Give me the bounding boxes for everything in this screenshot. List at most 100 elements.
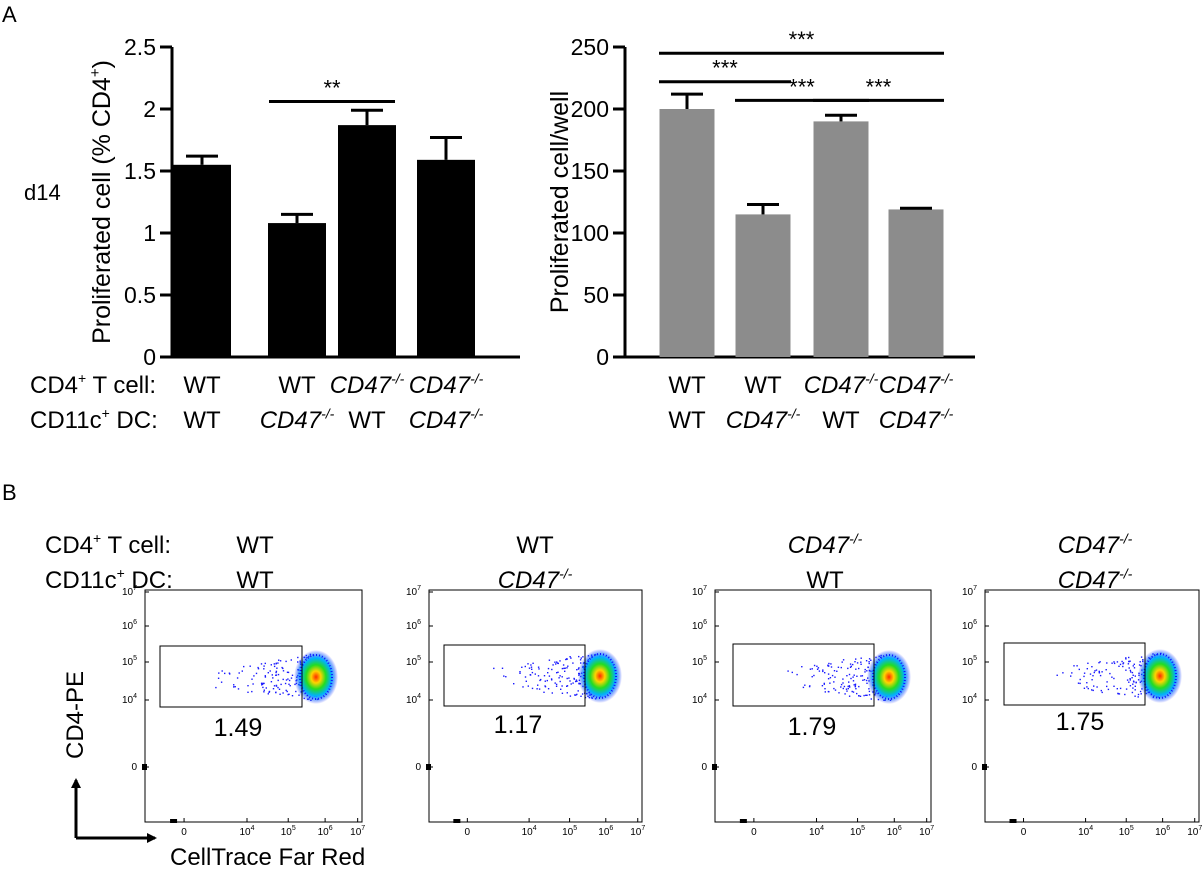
flow-event-dot xyxy=(1131,677,1133,679)
flow-event-dot xyxy=(1116,661,1119,663)
flow-event-dot xyxy=(854,661,856,663)
flow-y-tick-label: 104 xyxy=(122,693,137,706)
cd11c-dc-row-label: CD11c+ DC: xyxy=(30,405,158,434)
flow-x-tick-label: 105 xyxy=(1119,825,1134,838)
flow-event-dot xyxy=(1093,685,1095,687)
flow-x-tick-label: 104 xyxy=(239,825,254,838)
cd4-t-cell-row-label: CD4+ T cell: xyxy=(30,370,156,399)
flow-y-tick-label: 105 xyxy=(122,655,137,668)
flow-event-dot xyxy=(1131,691,1134,694)
flow-event-dot xyxy=(1091,666,1093,668)
flow-event-dot xyxy=(290,659,292,661)
flow-event-dot xyxy=(578,655,580,658)
flow-event-dot xyxy=(275,674,278,676)
right-dc-genotype: CD47-/- xyxy=(726,405,801,434)
flow-event-dot xyxy=(1113,662,1116,665)
flow-x-tick-label: 106 xyxy=(318,825,333,838)
flow-event-dot xyxy=(848,673,851,676)
flow-event-dot xyxy=(845,688,848,690)
flow-plot-4: 107 106 105 104 0 0 104 105 106 107 1.75 xyxy=(962,585,1202,838)
right-tcell-genotype: WT xyxy=(744,372,782,399)
flow-event-dot xyxy=(848,695,851,697)
flow-event-dot xyxy=(567,665,569,667)
flow-y-tick-label: 104 xyxy=(406,693,421,706)
flow-density-cluster xyxy=(1138,649,1182,703)
flow-event-dot xyxy=(275,662,277,664)
flow-event-dot xyxy=(1140,693,1142,695)
flow-event-dot xyxy=(1137,696,1139,698)
flow-gate-value: 1.75 xyxy=(1056,708,1105,736)
flow-event-dot xyxy=(581,693,584,695)
flow-x-tick-label: 104 xyxy=(522,825,537,838)
flow-event-dot xyxy=(824,688,826,690)
left-bar xyxy=(338,125,396,358)
left-tcell-genotype: CD47-/- xyxy=(330,370,405,399)
flow-event-dot xyxy=(860,657,862,659)
flow-event-dot xyxy=(862,679,864,681)
flow-event-dot xyxy=(829,677,832,679)
flow-event-dot xyxy=(559,680,561,683)
flow-event-dot xyxy=(802,686,805,689)
flow-event-dot xyxy=(554,661,556,663)
flow-event-dot xyxy=(1083,687,1086,689)
flow-y-tick-label: 105 xyxy=(406,655,421,668)
flow-plot-3: 107 106 105 104 0 0 104 105 106 107 1.79 xyxy=(692,585,934,838)
flow-event-dot xyxy=(1121,660,1123,663)
right-tcell-genotype: CD47-/- xyxy=(879,370,954,399)
flow-event-dot xyxy=(524,665,526,668)
flow-event-dot xyxy=(1134,685,1136,687)
right-ytick-label: 200 xyxy=(571,96,609,122)
flow-event-dot xyxy=(1076,665,1078,667)
flow-event-dot xyxy=(855,688,857,690)
flow-event-dot xyxy=(275,691,277,693)
flow-event-dot xyxy=(547,688,550,690)
flow-event-dot xyxy=(868,661,870,663)
flow-event-dot xyxy=(1077,682,1080,684)
flow-event-dot xyxy=(272,677,274,679)
flow-event-dot xyxy=(1105,669,1107,671)
flow-event-dot xyxy=(540,678,542,681)
flow-event-dot xyxy=(530,664,532,666)
flow-event-dot xyxy=(263,689,265,691)
flow-event-dot xyxy=(865,679,868,682)
flow-event-dot xyxy=(849,663,852,665)
flow-event-dot xyxy=(277,662,279,664)
flow-event-dot xyxy=(295,690,297,693)
right-bar xyxy=(813,121,869,358)
flow-event-dot xyxy=(827,665,829,667)
flow-event-dot xyxy=(1098,671,1100,673)
flow-event-dot xyxy=(560,688,562,690)
flow-event-dot xyxy=(858,667,860,670)
flow-x-tick-label: 105 xyxy=(281,825,296,838)
flow-event-dot xyxy=(1128,656,1130,659)
flow-cd4-t-cell-label: CD4+ T cell: xyxy=(45,530,171,559)
flow-event-dot xyxy=(513,683,515,685)
flow-event-dot xyxy=(1109,672,1111,675)
flow-event-dot xyxy=(262,682,264,685)
flow-event-dot xyxy=(522,686,524,688)
flow-event-dot xyxy=(263,682,265,685)
flow-event-dot xyxy=(537,684,539,686)
flow-event-dot xyxy=(569,695,572,697)
flow-event-dot xyxy=(858,695,860,697)
flow-event-dot xyxy=(279,693,281,695)
flow-y-tick-label: 105 xyxy=(962,655,977,668)
flow-event-dot xyxy=(493,667,495,670)
flow-event-dot xyxy=(866,694,868,696)
left-ytick-label: 0 xyxy=(143,344,156,370)
flow-event-dot xyxy=(1083,675,1085,678)
flow-event-dot xyxy=(833,670,836,672)
flow-event-dot xyxy=(276,667,278,669)
flow-event-dot xyxy=(855,668,857,670)
flow-event-dot xyxy=(811,668,813,670)
flow-event-dot xyxy=(546,679,548,682)
flow-event-dot xyxy=(282,667,284,670)
flow-event-dot xyxy=(288,679,291,682)
flow-x-tick-label: 107 xyxy=(630,825,645,838)
flow-event-dot xyxy=(572,682,574,684)
flow-event-dot xyxy=(580,662,582,664)
flow-x-zero-marker xyxy=(739,819,747,823)
flow-event-dot xyxy=(521,666,523,668)
flow-event-dot xyxy=(576,669,578,671)
flow-event-dot xyxy=(850,677,852,680)
